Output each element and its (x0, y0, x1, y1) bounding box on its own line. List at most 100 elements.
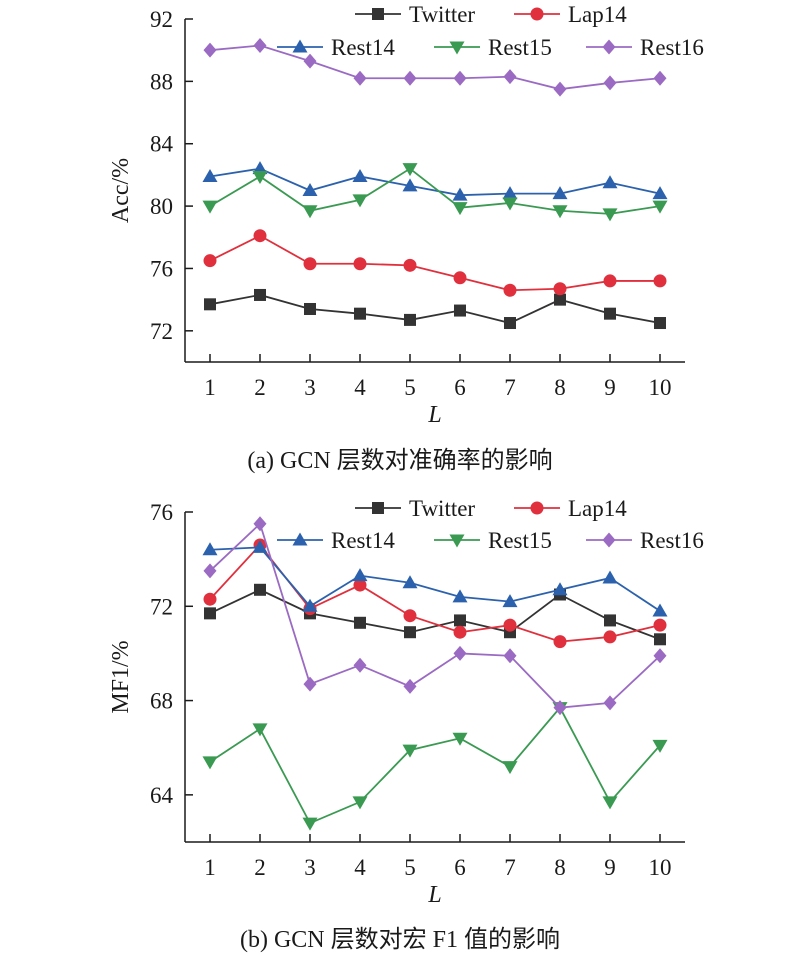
legend-label: Rest14 (331, 528, 395, 553)
x-axis-title: L (427, 882, 441, 908)
data-point (653, 618, 667, 632)
legend-label: Twitter (409, 2, 475, 27)
data-point (604, 614, 616, 627)
x-tick-label: 2 (254, 375, 266, 400)
legend-label: Rest15 (488, 528, 552, 553)
y-tick-label: 80 (150, 194, 173, 219)
data-point (602, 175, 618, 189)
series-lap14 (203, 229, 667, 297)
legend-label: Twitter (409, 496, 475, 521)
y-tick-label: 76 (150, 256, 173, 281)
data-point (453, 271, 467, 285)
data-point (653, 648, 667, 664)
legend-marker (292, 39, 308, 53)
data-point (503, 648, 517, 664)
series-rest14 (202, 161, 668, 201)
data-point (454, 614, 466, 627)
data-point (653, 70, 667, 86)
data-point (553, 81, 567, 97)
data-point (202, 756, 218, 770)
data-point (403, 678, 417, 694)
data-point (502, 197, 518, 211)
data-point (204, 298, 216, 311)
data-point (352, 168, 368, 182)
legend-label: Lap14 (568, 2, 627, 27)
data-point (202, 168, 218, 182)
data-point (354, 616, 366, 629)
data-point (402, 744, 418, 758)
data-point (503, 618, 517, 632)
data-point (253, 516, 267, 532)
data-point (302, 817, 318, 831)
data-point (404, 313, 416, 326)
x-tick-label: 10 (649, 375, 672, 400)
legend-label: Rest16 (640, 528, 704, 553)
x-tick-label: 9 (604, 855, 616, 880)
x-tick-label: 4 (354, 375, 366, 400)
series-line (209, 522, 661, 709)
x-tick-label: 10 (649, 855, 672, 880)
data-point (304, 302, 316, 315)
data-point (503, 283, 517, 297)
x-tick-label: 5 (404, 855, 416, 880)
x-tick-label: 7 (504, 855, 516, 880)
data-point (402, 163, 418, 177)
x-tick-label: 3 (304, 375, 316, 400)
data-point (652, 200, 668, 214)
y-axis-title: Acc/% (108, 158, 134, 223)
data-point (302, 205, 318, 219)
data-point (202, 200, 218, 214)
series-line (209, 546, 661, 612)
series-line (209, 588, 661, 641)
data-point (603, 695, 617, 711)
series-lap14 (203, 538, 667, 649)
series-rest14 (202, 539, 668, 617)
data-point (553, 282, 567, 296)
y-tick-label: 92 (150, 7, 173, 32)
y-tick-label: 72 (150, 594, 173, 619)
data-point (552, 186, 568, 200)
data-point (252, 723, 268, 737)
data-point (654, 317, 666, 330)
data-point (553, 700, 567, 716)
series-line (209, 44, 661, 91)
x-tick-label: 5 (404, 375, 416, 400)
data-point (254, 583, 266, 596)
legend: Twitter Lap14 Rest14 Rest15 Rest16 (277, 2, 704, 60)
x-tick-label: 2 (254, 855, 266, 880)
data-point (203, 254, 217, 268)
data-point (603, 630, 617, 644)
data-point (302, 183, 318, 196)
data-point (502, 761, 518, 775)
y-tick-label: 88 (150, 69, 173, 94)
x-tick-label: 7 (504, 375, 516, 400)
data-point (403, 609, 417, 623)
series-rest15 (202, 702, 668, 831)
data-point (453, 645, 467, 661)
x-tick-label: 8 (554, 375, 566, 400)
data-point (502, 594, 518, 608)
data-point (403, 258, 417, 272)
series-twitter (204, 583, 666, 646)
data-point (602, 570, 618, 584)
data-point (552, 205, 568, 219)
chart-caption: (a) GCN 层数对准确率的影响 (247, 447, 552, 474)
series-rest16 (203, 516, 667, 716)
legend: Twitter Lap14 Rest14 Rest15 Rest16 (277, 496, 704, 553)
data-point (603, 274, 617, 288)
data-point (452, 202, 468, 216)
series-rest15 (202, 163, 668, 222)
x-tick-label: 1 (204, 855, 216, 880)
legend-marker (372, 8, 384, 20)
legend-marker (292, 532, 308, 546)
legend-marker (530, 7, 544, 21)
data-point (303, 676, 317, 692)
data-point (404, 626, 416, 639)
x-tick-label: 4 (354, 855, 366, 880)
legend-label: Rest14 (331, 35, 395, 60)
data-point (502, 186, 518, 200)
y-tick-label: 64 (150, 783, 174, 808)
data-point (303, 257, 317, 271)
